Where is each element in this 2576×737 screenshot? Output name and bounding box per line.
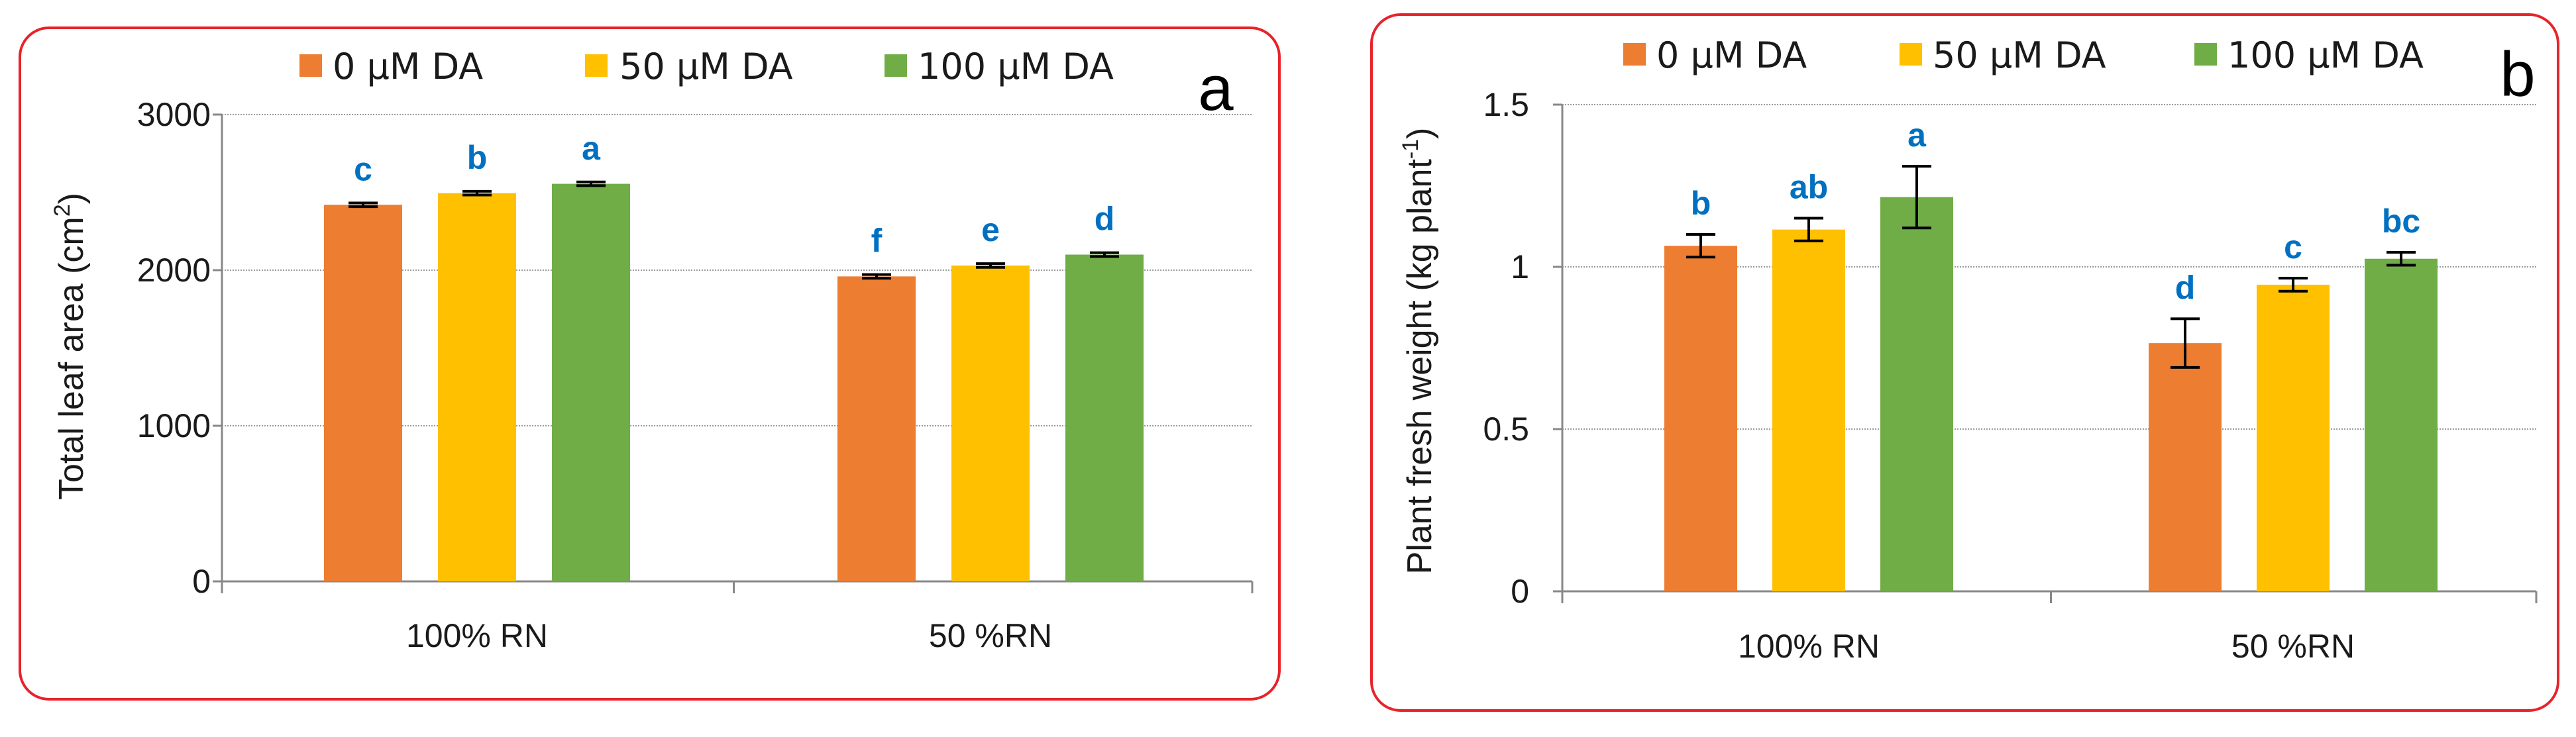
chart-a-y-axis-label-sup: 2: [50, 204, 75, 217]
chart-a-y-axis-label-tail: ): [52, 193, 91, 204]
chart-b-legend-swatch: [2194, 43, 2217, 66]
chart-a-category-label: 50 %RN: [929, 617, 1052, 654]
chart-b-significance-letter: ab: [1790, 169, 1828, 206]
chart-a-bar: [951, 265, 1030, 581]
chart-b-bar: [2257, 284, 2330, 591]
chart-b-legend-label: 0 µM DA: [1656, 34, 1807, 76]
chart-a-legend-label: 50 µM DA: [619, 46, 793, 87]
chart-b-ytick-label: 0.5: [1483, 411, 1529, 448]
chart-b-bar: [2149, 343, 2222, 591]
chart-b-legend-label: 100 µM DA: [2227, 34, 2424, 76]
chart-a-ytick-label: 0: [192, 563, 211, 600]
chart-b-significance-letter: b: [1691, 185, 1711, 222]
panel-b-frame: [1370, 13, 2559, 712]
chart-a-ytick-label: 3000: [137, 96, 211, 133]
chart-b-significance-letter: d: [2175, 269, 2196, 306]
chart-a-significance-letter: f: [871, 222, 883, 260]
chart-a-bar: [552, 183, 630, 581]
chart-a-bar: [324, 205, 402, 581]
chart-b-legend-label: 50 µM DA: [1933, 34, 2106, 76]
chart-b-bar: [1772, 229, 1845, 591]
chart-b-significance-letter: a: [1907, 117, 1927, 154]
chart-b-ytick-label: 1: [1511, 248, 1529, 285]
chart-b-significance-letter: bc: [2382, 203, 2420, 240]
chart-a-ytick-label: 2000: [137, 252, 211, 289]
chart-b-legend-swatch: [1623, 43, 1646, 66]
chart-b-significance-letter: c: [2284, 228, 2302, 266]
chart-a-significance-letter: a: [582, 130, 601, 167]
chart-a-legend-swatch: [299, 54, 322, 77]
chart-a-legend-label: 100 µM DA: [918, 46, 1114, 87]
chart-a-y-axis-label-main: Total leaf area (cm: [52, 217, 91, 500]
chart-a-significance-letter: b: [467, 139, 488, 176]
chart-a-legend-label: 0 µM DA: [333, 46, 483, 87]
chart-a-bar: [1065, 254, 1144, 581]
chart-a-y-axis-label: Total leaf area (cm2): [50, 193, 91, 500]
chart-a-bar: [837, 276, 916, 581]
chart-b-panel-label: b: [2500, 39, 2535, 110]
chart-a-significance-letter: e: [981, 211, 1000, 248]
chart-a-significance-letter: c: [354, 150, 372, 187]
chart-a-ytick-label: 1000: [137, 407, 211, 444]
chart-b-y-axis-label: Plant fresh weight (kg plant-1): [1398, 128, 1439, 575]
chart-b-ytick-label: 0: [1511, 573, 1529, 610]
chart-a-bar: [438, 193, 516, 581]
chart-a-legend-swatch: [885, 54, 907, 77]
chart-a-category-label: 100% RN: [406, 617, 548, 654]
chart-a-panel-label: a: [1198, 53, 1234, 124]
chart-b-category-label: 100% RN: [1738, 628, 1880, 665]
chart-a-group: 0 1000 2000 3000 c f b e a d 100% RN 50 %RN 0 µM DA 5…: [50, 46, 1254, 654]
chart-b-bar: [1880, 197, 1953, 591]
chart-b-bar: [1664, 246, 1737, 591]
chart-b-y-axis-label-sup: -1: [1398, 139, 1423, 159]
chart-b-y-axis-label-tail: ): [1401, 128, 1439, 139]
chart-b-legend-swatch: [1900, 43, 1922, 66]
chart-b-bar: [2365, 258, 2438, 591]
chart-b-y-axis-label-main: Plant fresh weight (kg plant: [1401, 159, 1439, 575]
chart-b-category-label: 50 %RN: [2231, 628, 2355, 665]
chart-a-legend-swatch: [585, 54, 608, 77]
chart-b-ytick-label: 1.5: [1483, 86, 1529, 123]
chart-a-significance-letter: d: [1095, 201, 1115, 238]
